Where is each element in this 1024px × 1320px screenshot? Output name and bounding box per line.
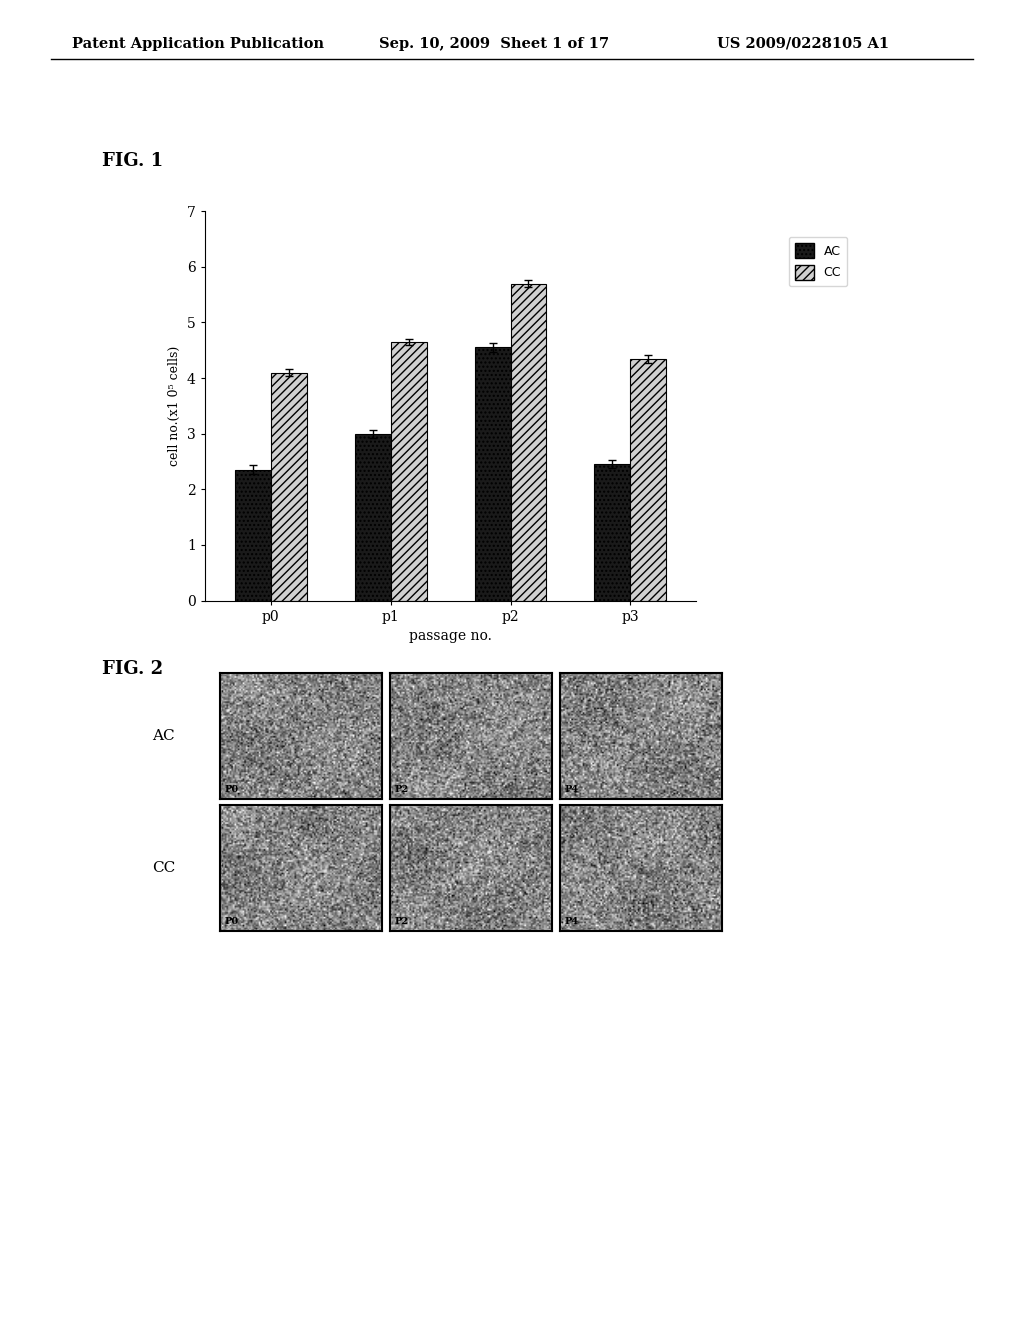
Text: Patent Application Publication: Patent Application Publication <box>72 37 324 51</box>
Text: FIG. 1: FIG. 1 <box>102 152 164 170</box>
Bar <box>511 284 547 601</box>
Y-axis label: cell no.(x1 0⁵ cells): cell no.(x1 0⁵ cells) <box>168 346 181 466</box>
Text: P2: P2 <box>395 916 410 925</box>
Bar <box>474 347 511 601</box>
Bar <box>270 372 307 601</box>
Text: P4: P4 <box>565 784 580 793</box>
Text: CC: CC <box>153 861 175 875</box>
Text: P2: P2 <box>395 784 410 793</box>
Text: Sep. 10, 2009  Sheet 1 of 17: Sep. 10, 2009 Sheet 1 of 17 <box>379 37 609 51</box>
Text: P0: P0 <box>225 916 240 925</box>
Bar <box>234 470 270 601</box>
X-axis label: passage no.: passage no. <box>410 630 492 643</box>
Text: P4: P4 <box>565 916 580 925</box>
Bar <box>390 342 427 601</box>
Text: US 2009/0228105 A1: US 2009/0228105 A1 <box>717 37 889 51</box>
Legend: AC, CC: AC, CC <box>788 236 847 286</box>
Bar <box>631 359 667 601</box>
Bar <box>354 434 390 601</box>
Bar <box>594 465 631 601</box>
Text: P0: P0 <box>225 784 240 793</box>
Text: FIG. 2: FIG. 2 <box>102 660 164 678</box>
Text: AC: AC <box>153 729 175 743</box>
